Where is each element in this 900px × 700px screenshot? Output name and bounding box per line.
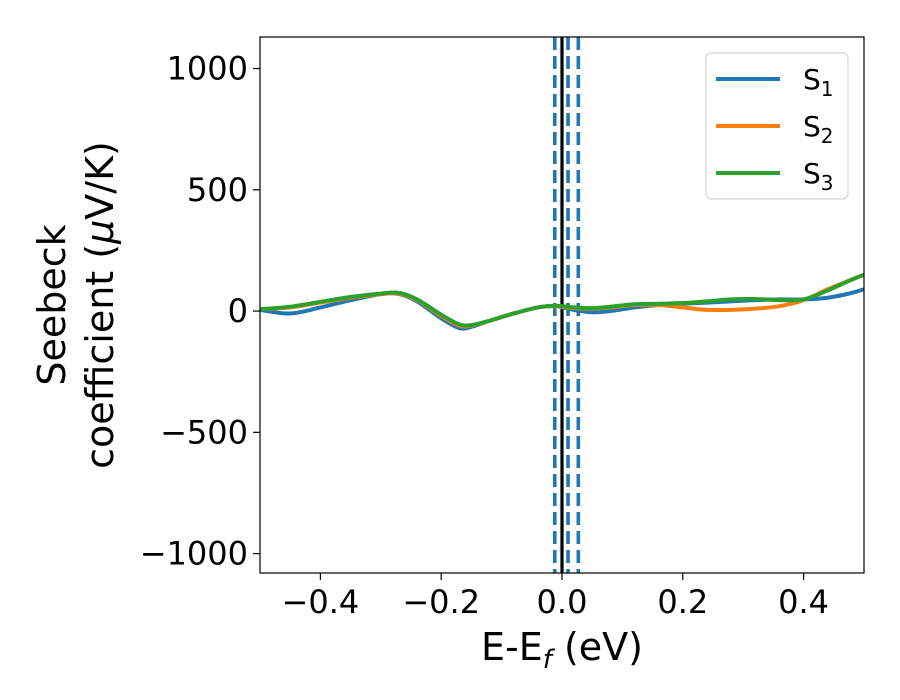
y-axis-title-suffix: V/K) (78, 141, 122, 220)
x-axis-title-unit: (eV) (552, 625, 643, 669)
legend-label: S3 (803, 157, 834, 195)
x-axis-title-main: E-E (481, 625, 543, 669)
x-tick-label: 0.4 (778, 583, 829, 621)
y-axis-ticks: 1000 500 0 −500 −1000 (140, 50, 260, 573)
y-axis-title-line1: Seebeck (30, 224, 74, 385)
y-tick-label: 1000 (167, 50, 248, 88)
x-axis-ticks: −0.4 −0.2 0.0 0.2 0.4 (282, 573, 829, 621)
y-tick-label: −1000 (140, 535, 248, 573)
legend-entry-s1: S1 (716, 63, 834, 101)
legend-entry-s2: S2 (716, 110, 834, 148)
y-tick-label: −500 (160, 413, 248, 451)
legend-label: S1 (803, 63, 834, 101)
y-tick-label: 0 (228, 292, 248, 330)
x-tick-label: 0.0 (537, 583, 588, 621)
legend-entry-s3: S3 (716, 157, 834, 195)
y-axis-title-line2: coefficient (μV/K) (78, 141, 122, 469)
data-series (260, 272, 864, 331)
x-tick-label: −0.2 (402, 583, 480, 621)
legend-label: S2 (803, 110, 834, 148)
y-tick-label: 500 (187, 171, 248, 209)
y-axis-title: Seebeck coefficient (μV/K) (30, 141, 122, 469)
y-axis-title-prefix: coefficient ( (78, 244, 122, 469)
legend: S1 S2 S3 (705, 52, 849, 200)
series-line-s3 (260, 272, 864, 328)
x-tick-label: −0.4 (282, 583, 360, 621)
x-tick-label: 0.2 (657, 583, 708, 621)
y-axis-title-mu: μ (78, 220, 122, 245)
x-axis-title: E-Ef (eV) (481, 625, 643, 675)
